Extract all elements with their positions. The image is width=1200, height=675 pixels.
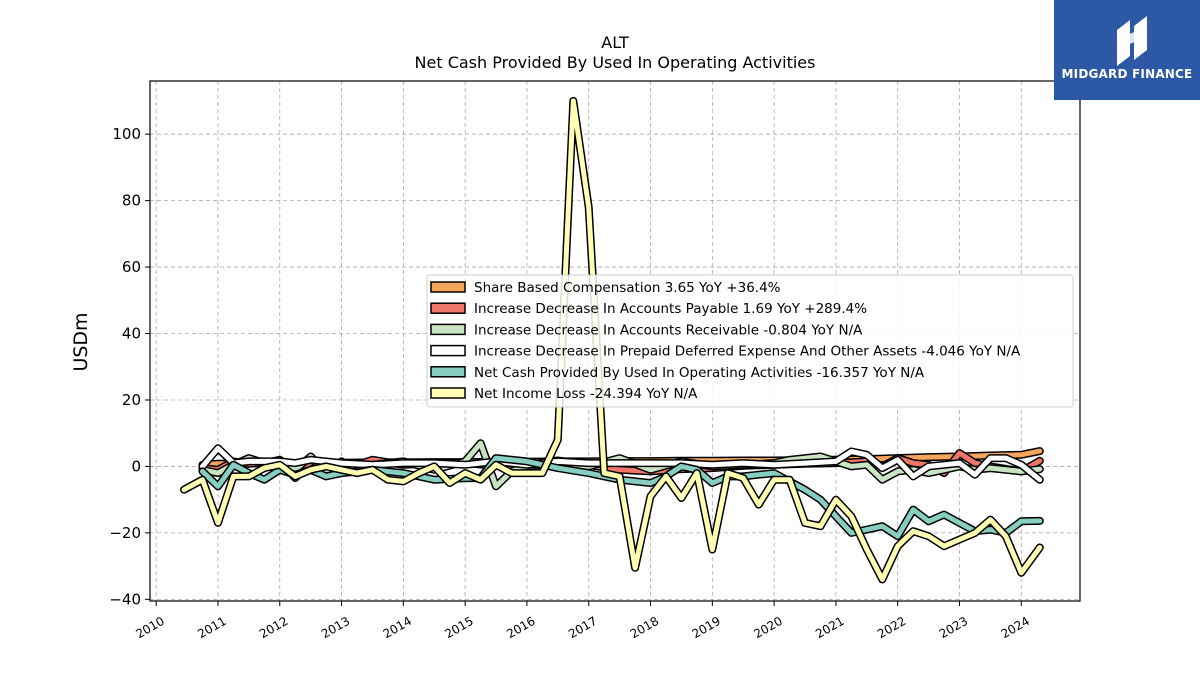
x-tick-label: 2011 — [195, 614, 228, 641]
y-tick-label: −40 — [109, 590, 141, 608]
legend-box — [426, 274, 1074, 408]
y-axis-label: USDm — [70, 312, 92, 371]
legend-swatch — [430, 344, 466, 357]
series-line-4 — [200, 455, 1043, 539]
x-tick-label: 2016 — [504, 614, 537, 641]
legend-label: Net Cash Provided By Used In Operating A… — [474, 365, 925, 381]
brand-logo: MIDGARD FINANCE — [1054, 0, 1200, 100]
x-tick-label: 2022 — [875, 614, 908, 641]
y-tick-label: 40 — [122, 325, 141, 343]
x-tick-label: 2019 — [690, 614, 723, 641]
x-tick-label: 2017 — [566, 614, 599, 641]
x-tick-label: 2014 — [381, 614, 414, 641]
y-tick-label: 80 — [122, 192, 141, 210]
series-layer — [180, 96, 1044, 584]
x-tick-label: 2023 — [937, 614, 970, 641]
x-tick-label: 2010 — [133, 614, 166, 641]
legend-swatch — [430, 387, 466, 399]
legend-label: Increase Decrease In Accounts Receivable… — [474, 322, 863, 338]
legend-label: Net Income Loss -24.394 YoY N/A — [474, 386, 698, 402]
plot-frame — [149, 80, 1081, 602]
x-tick-label: 2024 — [999, 614, 1032, 641]
legend-swatch — [430, 366, 466, 378]
x-tick-label: 2012 — [257, 614, 290, 641]
series-line-5 — [181, 98, 1043, 582]
y-tick-label: −20 — [109, 524, 141, 542]
y-tick-label: 60 — [122, 258, 141, 276]
legend-label: Increase Decrease In Accounts Payable 1.… — [474, 301, 867, 317]
legend-swatch — [430, 302, 466, 314]
x-tick-label: 2013 — [319, 614, 352, 641]
legend: Share Based Compensation 3.65 YoY +36.4%… — [426, 274, 1074, 408]
legend-swatch — [430, 323, 466, 336]
y-tick-label: 20 — [122, 391, 141, 409]
legend-swatch — [430, 281, 466, 293]
x-tick-label: 2020 — [751, 614, 784, 641]
x-tick-label: 2015 — [442, 614, 475, 641]
y-tick-label: 100 — [112, 125, 141, 143]
x-tick-label: 2021 — [813, 614, 846, 641]
chart-subtitle: Net Cash Provided By Used In Operating A… — [415, 53, 816, 72]
legend-label: Share Based Compensation 3.65 YoY +36.4% — [474, 280, 781, 296]
chart-title: ALT — [601, 33, 629, 52]
y-tick-label: 0 — [131, 457, 141, 475]
x-tick-label: 2018 — [628, 614, 661, 641]
brand-name: MIDGARD FINANCE — [1061, 67, 1193, 81]
legend-label: Increase Decrease In Prepaid Deferred Ex… — [474, 344, 1021, 360]
logo-mark-icon — [1117, 16, 1147, 66]
